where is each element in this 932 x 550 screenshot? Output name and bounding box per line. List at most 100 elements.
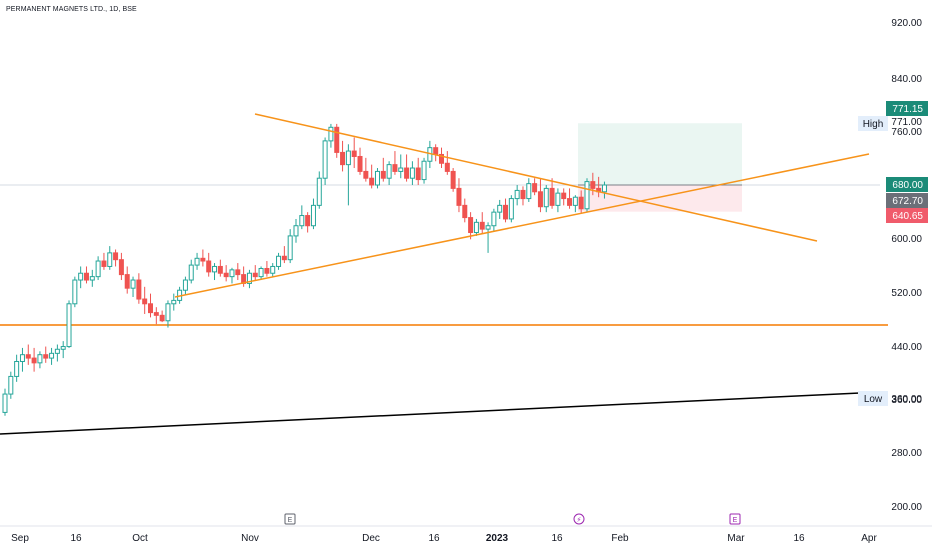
candle-body[interactable] bbox=[25, 354, 31, 359]
candle-body[interactable] bbox=[310, 204, 316, 227]
candle-body[interactable] bbox=[72, 279, 78, 305]
candle-body[interactable] bbox=[78, 272, 84, 281]
candle-body[interactable] bbox=[567, 198, 573, 206]
candle-body[interactable] bbox=[124, 274, 130, 289]
candle-body[interactable] bbox=[351, 150, 357, 157]
candle-body[interactable] bbox=[543, 187, 549, 208]
candle-body[interactable] bbox=[473, 221, 479, 234]
candle-body[interactable] bbox=[14, 360, 20, 377]
candle-body[interactable] bbox=[101, 260, 107, 267]
candle-body[interactable] bbox=[136, 279, 142, 300]
candle-body[interactable] bbox=[386, 164, 392, 179]
candle-body[interactable] bbox=[159, 314, 165, 322]
candle-body[interactable] bbox=[479, 221, 485, 230]
candle-body[interactable] bbox=[555, 192, 561, 206]
candle-body[interactable] bbox=[334, 126, 340, 153]
earnings-event-marker-2-box[interactable] bbox=[729, 513, 741, 525]
candle-body[interactable] bbox=[171, 299, 177, 305]
candle-body[interactable] bbox=[89, 276, 95, 281]
candle-body[interactable] bbox=[223, 272, 229, 278]
candle-body[interactable] bbox=[497, 204, 503, 213]
candle-body[interactable] bbox=[409, 167, 415, 179]
candle-body[interactable] bbox=[520, 189, 526, 200]
candle-body[interactable] bbox=[246, 272, 252, 284]
candle-body[interactable] bbox=[264, 267, 270, 274]
candle-body[interactable] bbox=[316, 177, 322, 206]
candle-body[interactable] bbox=[415, 167, 421, 181]
candle-body[interactable] bbox=[200, 257, 206, 262]
candle-body[interactable] bbox=[60, 346, 66, 350]
candle-body[interactable] bbox=[270, 265, 276, 274]
candle-body[interactable] bbox=[130, 279, 136, 289]
candle-body[interactable] bbox=[374, 170, 380, 186]
candle-body[interactable] bbox=[107, 252, 113, 267]
candle-body[interactable] bbox=[258, 267, 264, 278]
candle-body[interactable] bbox=[148, 303, 153, 314]
candle-body[interactable] bbox=[439, 153, 444, 164]
candle-body[interactable] bbox=[2, 393, 8, 413]
candle-body[interactable] bbox=[153, 312, 159, 316]
candle-body[interactable] bbox=[252, 272, 258, 278]
candle-body[interactable] bbox=[54, 348, 60, 354]
ascending-trendline[interactable] bbox=[174, 153, 870, 298]
candle-body[interactable] bbox=[404, 167, 410, 179]
candle-body[interactable] bbox=[217, 265, 223, 274]
profit-zone[interactable] bbox=[578, 123, 742, 185]
candle-body[interactable] bbox=[194, 257, 200, 266]
candle-body[interactable] bbox=[503, 204, 509, 220]
candle-body[interactable] bbox=[43, 354, 49, 359]
candle-body[interactable] bbox=[49, 352, 55, 359]
candle-body[interactable] bbox=[561, 192, 567, 200]
candle-body[interactable] bbox=[19, 354, 25, 362]
candle-body[interactable] bbox=[433, 147, 439, 155]
candle-body[interactable] bbox=[549, 187, 555, 206]
candle-body[interactable] bbox=[142, 298, 148, 305]
candle-body[interactable] bbox=[229, 269, 235, 278]
candle-body[interactable] bbox=[293, 225, 299, 237]
candle-body[interactable] bbox=[421, 160, 427, 181]
candle-body[interactable] bbox=[95, 260, 101, 278]
candle-body[interactable] bbox=[322, 140, 328, 179]
candle-body[interactable] bbox=[380, 170, 386, 179]
candle-body[interactable] bbox=[456, 187, 462, 206]
candle-body[interactable] bbox=[601, 184, 607, 193]
candle-body[interactable] bbox=[118, 259, 124, 276]
candle-body[interactable] bbox=[444, 162, 450, 172]
candle-body[interactable] bbox=[113, 252, 119, 261]
candle-body[interactable] bbox=[369, 177, 375, 186]
candle-body[interactable] bbox=[584, 181, 590, 210]
candle-body[interactable] bbox=[287, 235, 293, 261]
candle-body[interactable] bbox=[281, 255, 287, 261]
candle-body[interactable] bbox=[526, 183, 532, 200]
candle-body[interactable] bbox=[392, 164, 398, 172]
candle-body[interactable] bbox=[491, 211, 497, 227]
long-trend-line[interactable] bbox=[0, 392, 861, 435]
candle-body[interactable] bbox=[345, 150, 351, 166]
candle-body[interactable] bbox=[37, 354, 43, 364]
candle-body[interactable] bbox=[340, 151, 346, 166]
candle-body[interactable] bbox=[572, 196, 578, 206]
candle-body[interactable] bbox=[66, 303, 72, 348]
candle-body[interactable] bbox=[357, 155, 363, 172]
candle-body[interactable] bbox=[532, 183, 538, 193]
candle-body[interactable] bbox=[235, 269, 241, 276]
candle-body[interactable] bbox=[83, 272, 89, 281]
candle-body[interactable] bbox=[485, 225, 491, 230]
earnings-event-marker-box[interactable] bbox=[284, 513, 296, 525]
candle-body[interactable] bbox=[508, 198, 514, 220]
candle-body[interactable] bbox=[276, 255, 282, 267]
candle-body[interactable] bbox=[182, 279, 188, 291]
candle-body[interactable] bbox=[398, 167, 404, 172]
candle-body[interactable] bbox=[363, 170, 369, 179]
descending-trendline[interactable] bbox=[254, 113, 818, 242]
candle-body[interactable] bbox=[188, 264, 194, 281]
candle-body[interactable] bbox=[578, 196, 584, 210]
candle-body[interactable] bbox=[590, 181, 596, 189]
candle-body[interactable] bbox=[328, 126, 334, 142]
candle-body[interactable] bbox=[537, 191, 543, 208]
candle-body[interactable] bbox=[8, 375, 14, 395]
candle-body[interactable] bbox=[450, 170, 456, 189]
candle-body[interactable] bbox=[165, 303, 171, 322]
candle-body[interactable] bbox=[299, 215, 305, 227]
